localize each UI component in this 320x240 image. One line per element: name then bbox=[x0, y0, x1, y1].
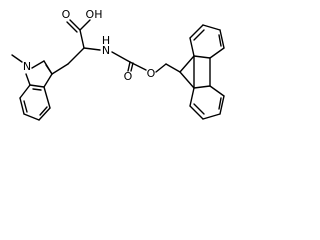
atom-label: O bbox=[124, 70, 133, 83]
bonds bbox=[11, 19, 225, 121]
atom-label: N bbox=[23, 60, 31, 73]
atom-label: O bbox=[147, 67, 156, 80]
structure-diagram: OH O H N O O N bbox=[11, 8, 225, 121]
atom-label: H bbox=[102, 34, 110, 47]
atom-label: N bbox=[102, 44, 110, 57]
atom-label: O bbox=[62, 8, 71, 21]
atom-label: OH bbox=[86, 8, 103, 21]
